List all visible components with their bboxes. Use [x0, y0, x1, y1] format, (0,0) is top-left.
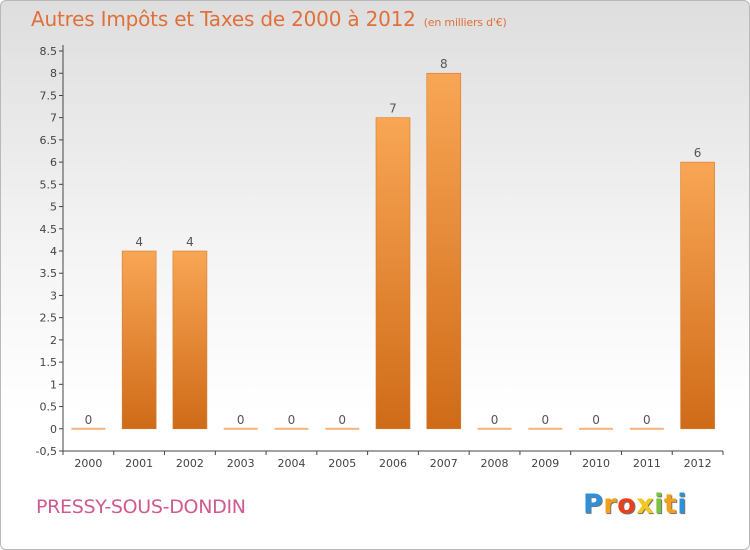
bar [477, 427, 512, 430]
y-tick-label: 2 [50, 334, 57, 347]
bar [172, 250, 208, 430]
data-label: 6 [694, 146, 702, 160]
y-tick-label: 0.5 [40, 401, 58, 414]
commune-name: PRESSY-SOUS-DONDIN [36, 496, 246, 518]
bar [325, 427, 360, 430]
chart-title: Autres Impôts et Taxes de 2000 à 2012 (en… [31, 7, 507, 31]
x-tick-label: 2006 [379, 457, 407, 470]
y-tick-label: 4.5 [40, 223, 58, 236]
bar [528, 427, 563, 430]
bar [274, 427, 309, 430]
bar [71, 427, 106, 430]
data-label: 0 [85, 413, 93, 427]
y-tick-label: 0 [50, 423, 57, 436]
y-tick-label: 8 [50, 67, 57, 80]
axes: -0,5 0 0.5 1 1.5 2 2.5 3 3.5 4 4.5 5 5.5 6 6.5 7 7.5 8 8.5… [36, 45, 724, 470]
data-label: 0 [491, 413, 499, 427]
y-tick-label: 5 [50, 201, 57, 214]
x-tick-label: 2001 [125, 457, 153, 470]
data-label: 4 [135, 235, 143, 249]
bar [121, 250, 157, 430]
y-tick-label: 7 [50, 112, 57, 125]
y-tick-label: 6 [50, 156, 57, 169]
logo-letter: r [603, 489, 618, 520]
data-labels: 0 4 4 0 0 0 7 8 0 0 0 0 6 [85, 57, 702, 427]
data-label: 0 [338, 413, 346, 427]
bar [629, 427, 664, 430]
y-tick-label: 3 [50, 289, 57, 302]
data-label: 0 [237, 413, 245, 427]
x-tick-label: 2008 [481, 457, 509, 470]
data-label: 0 [643, 413, 651, 427]
y-tick-label: 2.5 [40, 312, 58, 325]
data-label: 4 [186, 235, 194, 249]
chart-subtitle: (en milliers d'€) [423, 16, 507, 29]
logo-letter: i [654, 489, 664, 520]
x-tick-label: 2002 [176, 457, 204, 470]
y-tick-label: 1.5 [40, 356, 58, 369]
logo-letter: P [583, 489, 604, 520]
data-label: 8 [440, 57, 448, 71]
y-tick-label: 6.5 [40, 134, 58, 147]
y-tick-label: 4 [50, 245, 57, 258]
bar [223, 427, 258, 430]
x-tick-label: 2003 [227, 457, 255, 470]
y-tick-label: 1 [50, 378, 57, 391]
x-tick-label: 2007 [430, 457, 458, 470]
x-tick-label: 2000 [74, 457, 102, 470]
y-tick-label: 5.5 [40, 178, 58, 191]
logo-letter: o [617, 489, 637, 520]
x-tick-label: 2004 [277, 457, 305, 470]
data-label: 7 [389, 102, 397, 116]
proxiti-logo[interactable]: Proxiti [583, 489, 687, 520]
y-tick-label: 3.5 [40, 267, 58, 280]
x-tick-label: 2010 [582, 457, 610, 470]
bars [71, 72, 715, 430]
chart-title-text: Autres Impôts et Taxes de 2000 à 2012 [31, 7, 416, 31]
x-tick-label: 2005 [328, 457, 356, 470]
data-label: 0 [592, 413, 600, 427]
logo-letter: t [663, 489, 678, 520]
logo-letter: x [636, 489, 655, 520]
y-tick-label: 7.5 [40, 89, 58, 102]
y-tick-label: 8.5 [40, 45, 58, 58]
logo-letter: i [677, 489, 688, 520]
bar [579, 427, 614, 430]
bar [375, 117, 411, 430]
data-label: 0 [288, 413, 296, 427]
x-tick-label: 2011 [633, 457, 661, 470]
bar [426, 72, 462, 430]
bar [680, 161, 715, 430]
x-tick-label: 2009 [531, 457, 559, 470]
x-tick-label: 2012 [684, 457, 712, 470]
data-label: 0 [541, 413, 549, 427]
y-tick-label: -0,5 [36, 445, 57, 458]
